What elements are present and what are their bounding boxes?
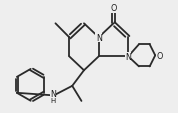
Text: N: N bbox=[50, 89, 56, 98]
Text: O: O bbox=[156, 51, 163, 60]
Text: H: H bbox=[50, 97, 56, 103]
Text: O: O bbox=[110, 4, 117, 13]
Text: N: N bbox=[96, 33, 102, 42]
Text: N: N bbox=[125, 52, 131, 61]
